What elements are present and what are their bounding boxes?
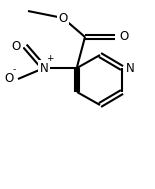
Text: +: + [46, 54, 54, 63]
Text: O: O [5, 73, 14, 85]
Text: -: - [12, 65, 16, 74]
Text: O: O [119, 30, 128, 43]
Text: N: N [40, 61, 48, 74]
Text: O: O [12, 40, 21, 53]
Text: O: O [58, 12, 68, 25]
Text: N: N [126, 61, 135, 74]
